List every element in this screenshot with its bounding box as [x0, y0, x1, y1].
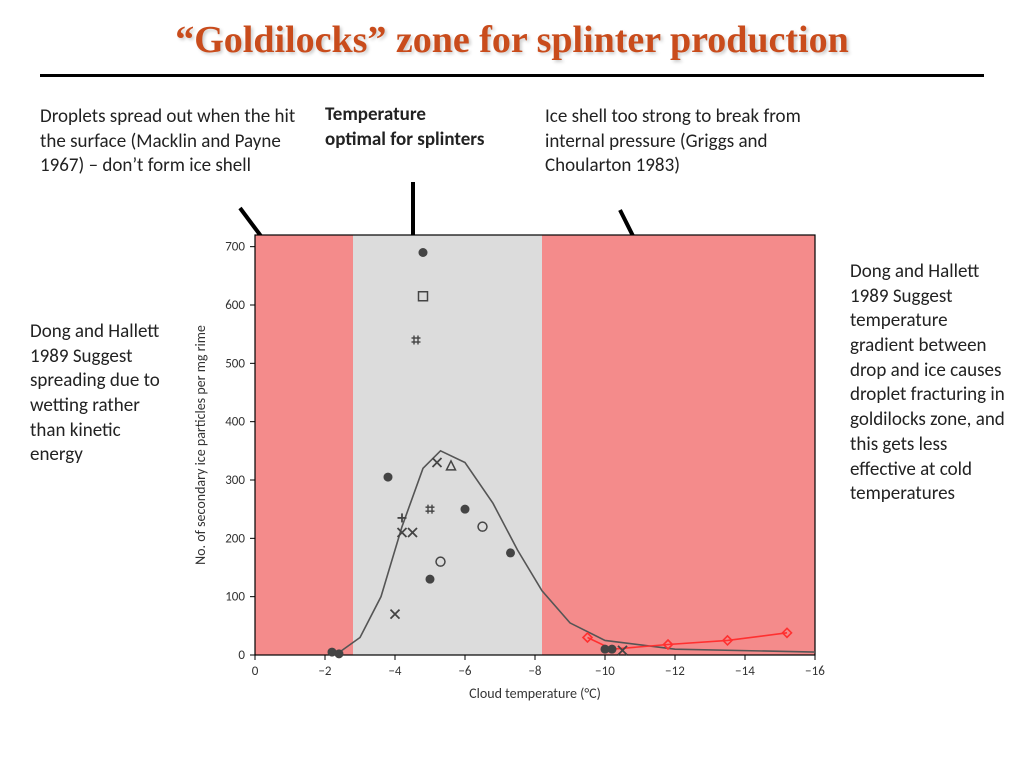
- svg-text:400: 400: [225, 415, 245, 430]
- svg-text:200: 200: [225, 531, 245, 546]
- svg-text:−6: −6: [458, 664, 471, 679]
- svg-text:−16: −16: [805, 664, 825, 679]
- svg-text:−8: −8: [528, 664, 541, 679]
- chart-svg: 0 100 200 300 400 500 600 700 0 −2 −4 −6 −8 −10 −12 −14…: [185, 225, 825, 710]
- svg-text:100: 100: [225, 590, 245, 605]
- svg-text:0: 0: [238, 648, 245, 663]
- svg-text:−14: −14: [735, 664, 755, 679]
- svg-text:−4: −4: [388, 664, 401, 679]
- svg-text:No. of secondary ice particles: No. of secondary ice particles per mg ri…: [192, 325, 209, 565]
- svg-text:600: 600: [225, 298, 245, 313]
- chart-area: 0 100 200 300 400 500 600 700 0 −2 −4 −6 −8 −10 −12 −14…: [185, 225, 825, 710]
- svg-text:500: 500: [225, 356, 245, 371]
- svg-text:Cloud temperature (°C): Cloud temperature (°C): [469, 685, 601, 702]
- svg-text:−12: −12: [665, 664, 685, 679]
- svg-text:300: 300: [225, 473, 245, 488]
- svg-text:700: 700: [225, 240, 245, 255]
- svg-text:−10: −10: [595, 664, 615, 679]
- svg-text:0: 0: [252, 664, 259, 679]
- svg-text:−2: −2: [318, 664, 331, 679]
